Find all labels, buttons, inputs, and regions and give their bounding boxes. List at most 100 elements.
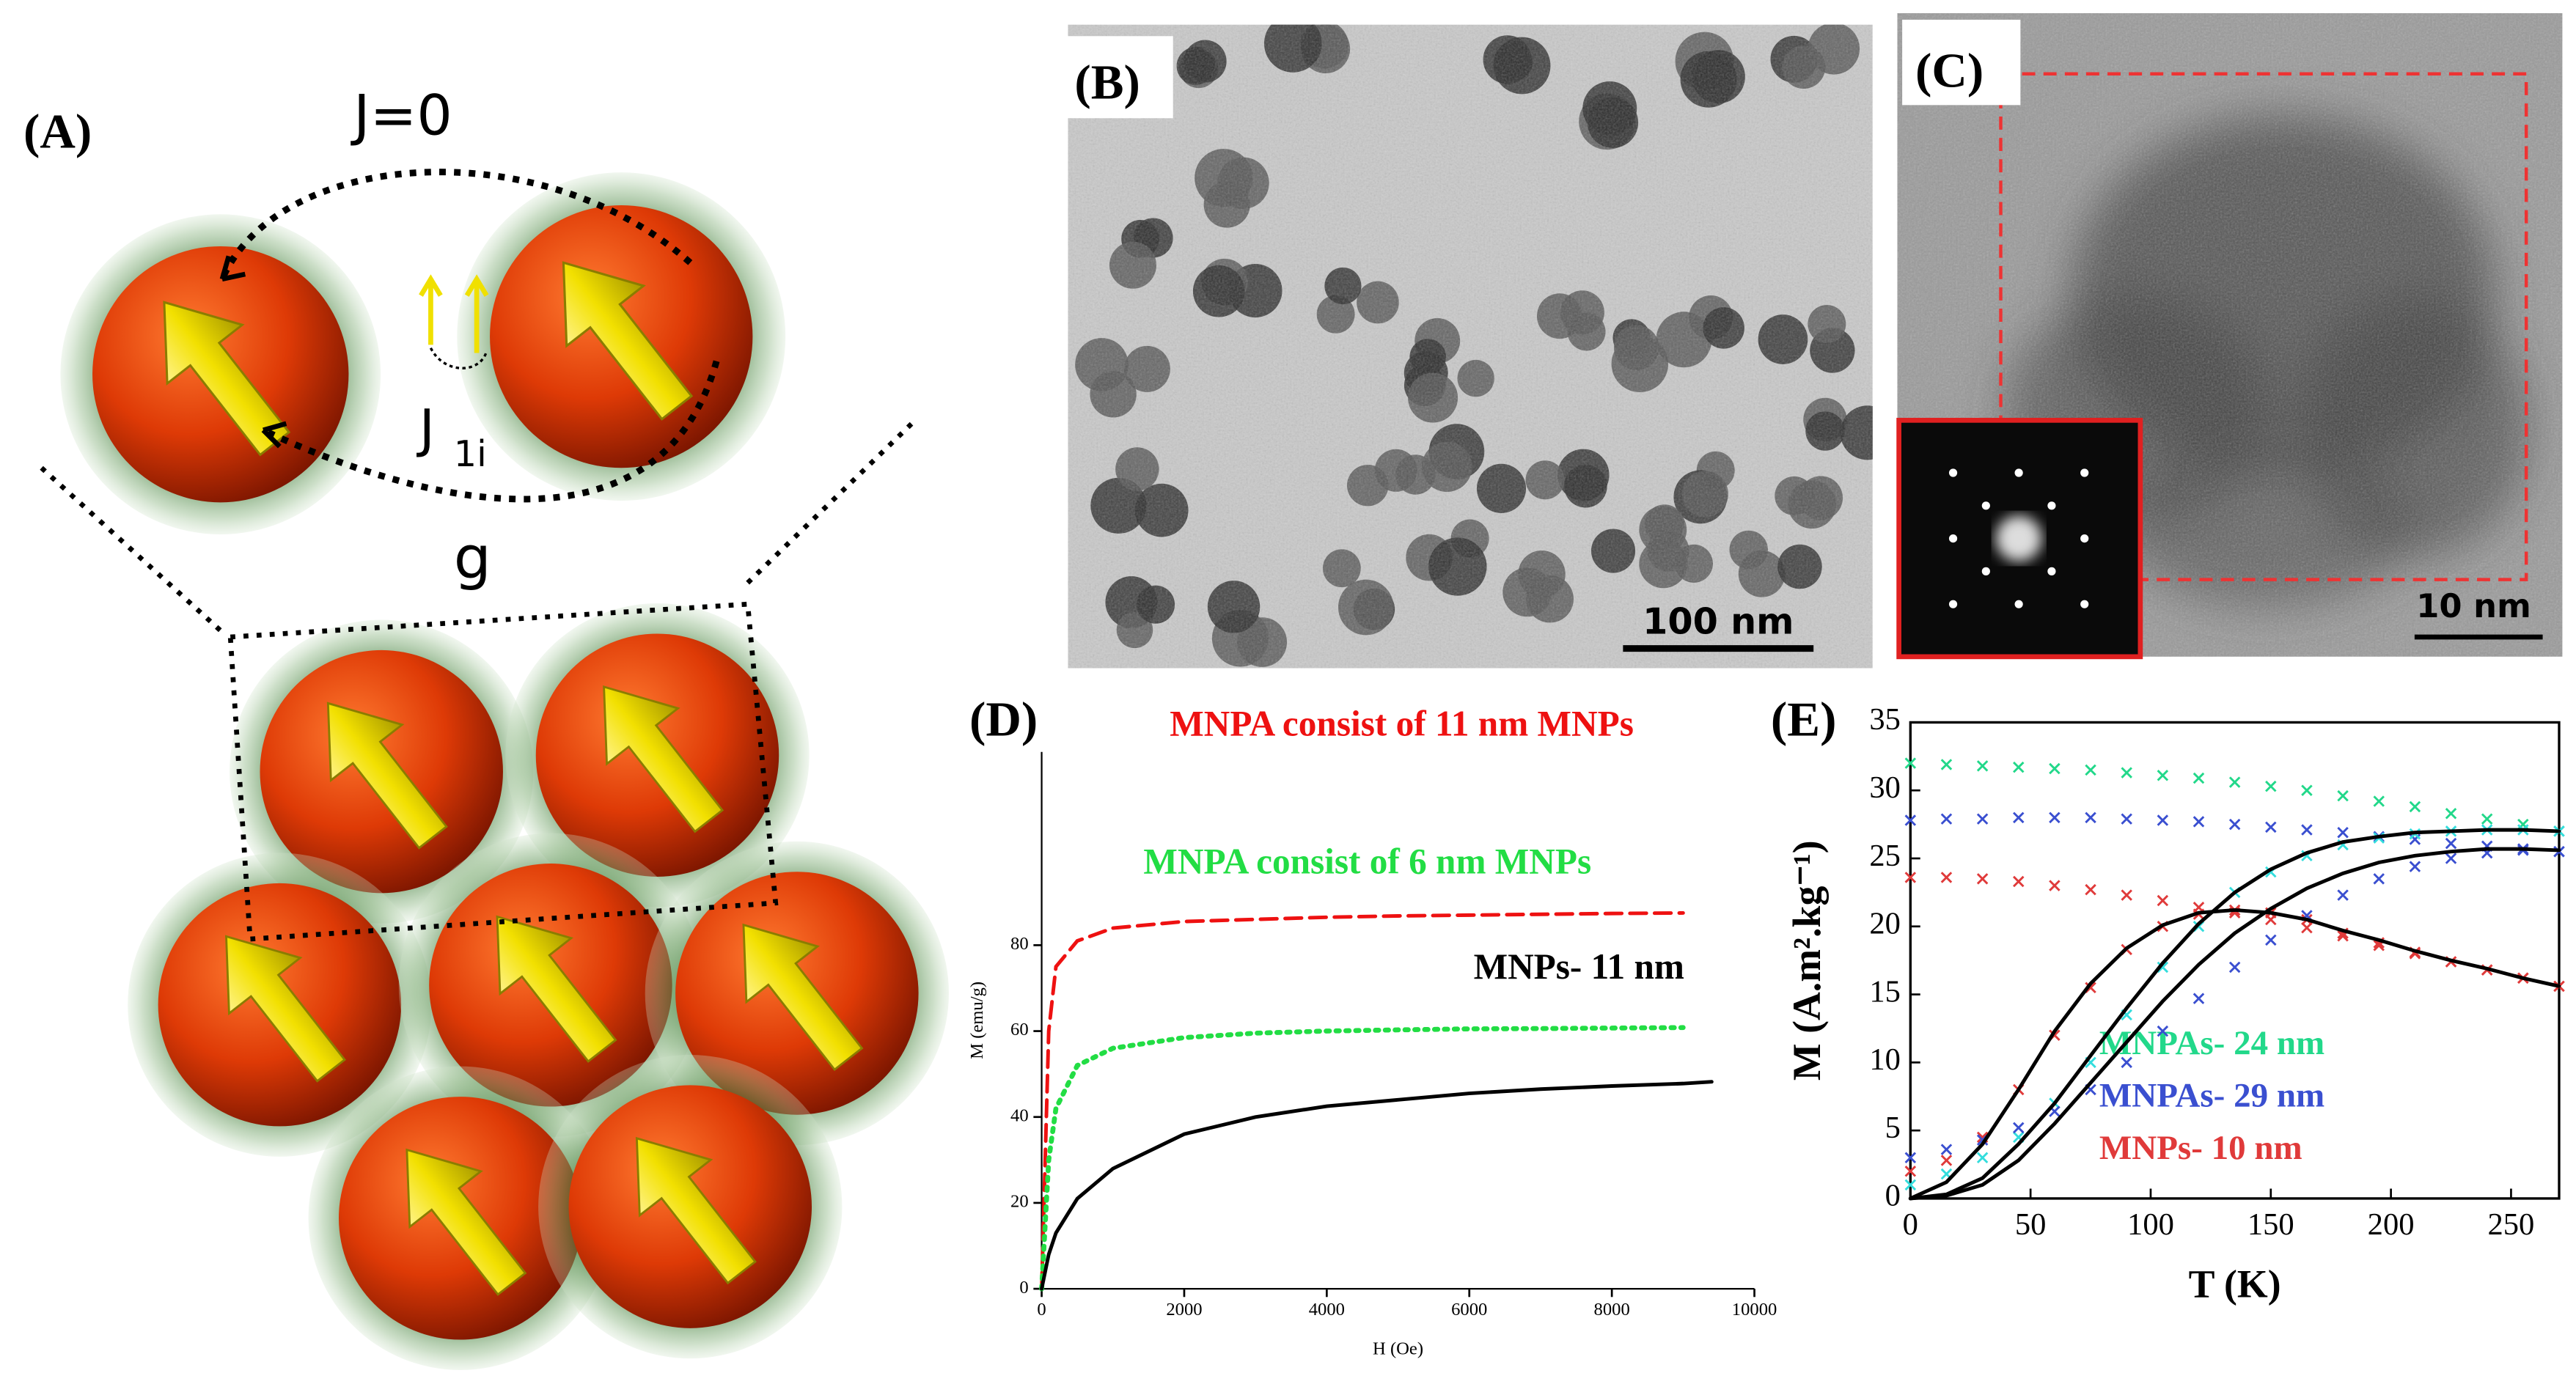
fft-spot	[2080, 534, 2089, 543]
fft-spot	[2080, 600, 2089, 608]
legend-entry: MNPAs- 24 nm	[2099, 1024, 2324, 1062]
data-point	[2121, 767, 2132, 778]
legend-entry: MNPAs- 29 nm	[2099, 1077, 2324, 1115]
y-axis-label: M (emu/g)	[967, 982, 987, 1059]
y-tick-label: 15	[1869, 974, 1901, 1009]
scale-label: 100 nm	[1643, 600, 1794, 642]
data-point	[2301, 784, 2313, 796]
data-point	[2228, 818, 2241, 831]
data-point	[2013, 811, 2025, 824]
data-point	[2192, 993, 2205, 1004]
data-point	[1940, 813, 1953, 825]
data-point	[2228, 776, 2241, 788]
data-point	[2157, 814, 2169, 826]
exchange-label: J=0	[351, 83, 452, 148]
label-box	[1068, 36, 1173, 119]
fft-spots	[1948, 468, 2089, 608]
data-point	[2121, 889, 2132, 901]
data-point	[2265, 780, 2277, 792]
panel-a	[40, 169, 950, 1370]
data-point	[2121, 813, 2132, 825]
data-point	[2085, 811, 2096, 824]
x-tick-label: 8000	[1594, 1300, 1630, 1319]
data-point	[2481, 813, 2493, 825]
x-axis-label: T (K)	[2189, 1262, 2281, 1306]
x-tick-label: 0	[1037, 1300, 1046, 1319]
fft-spot	[2014, 600, 2023, 608]
data-point	[2228, 961, 2241, 973]
x-tick-label: 4000	[1309, 1300, 1345, 1319]
data-point	[1976, 873, 1989, 885]
data-point	[2085, 764, 2096, 776]
x-tick-label: 6000	[1451, 1300, 1487, 1319]
legend-entry: MNPA consist of 11 nm MNPs	[1170, 703, 1634, 743]
y-tick-label: 0	[1885, 1179, 1901, 1213]
data-point	[1904, 757, 1917, 769]
y-tick-label: 5	[1885, 1111, 1901, 1145]
data-point	[1976, 1152, 1989, 1164]
data-point	[2373, 873, 2385, 885]
data-point	[2337, 789, 2349, 802]
legend-entry: MNPs- 10 nm	[2099, 1129, 2302, 1167]
data-point	[2265, 821, 2277, 833]
series-line	[1039, 1025, 1686, 1292]
distance-label: g	[454, 523, 491, 592]
x-axis-label: H (Oe)	[1373, 1339, 1423, 1359]
micrograph-b	[1068, 24, 1873, 669]
x-tick-label: 200	[2368, 1207, 2415, 1242]
data-point	[1904, 872, 1917, 883]
arrowhead	[219, 255, 246, 282]
data-point	[1904, 1179, 1917, 1191]
y-tick-label: 35	[1869, 702, 1901, 737]
data-point	[2409, 800, 2421, 813]
divider	[40, 465, 224, 634]
texture	[1068, 24, 1873, 669]
fft-spot	[2047, 567, 2056, 575]
data-point	[2337, 826, 2349, 839]
data-point	[2013, 761, 2025, 773]
data-point	[2409, 861, 2421, 872]
data-point	[1904, 1152, 1917, 1164]
data-point	[2121, 1056, 2132, 1069]
y-tick-label: 80	[1010, 934, 1029, 954]
selection-box	[1999, 72, 2528, 581]
fft-inset	[1896, 417, 2143, 660]
scale-label: 10 nm	[2416, 586, 2531, 625]
fft-spot	[1948, 600, 1958, 608]
data-point	[2157, 770, 2169, 781]
fft-center	[1995, 515, 2042, 562]
fft-spot	[1981, 567, 1990, 575]
data-point	[2157, 894, 2169, 907]
coupling	[429, 347, 488, 369]
data-point	[2157, 1025, 2169, 1037]
data-point	[1904, 814, 1917, 826]
selection	[227, 601, 779, 942]
data-point	[2085, 883, 2096, 896]
legend-entry: MNPs- 11 nm	[1474, 946, 1684, 987]
y-tick-label: 40	[1010, 1105, 1029, 1125]
fft-spot	[2047, 501, 2056, 510]
fft-spot	[1981, 501, 1990, 510]
panel-label: (E)	[1771, 691, 1837, 746]
data-point	[2049, 811, 2061, 824]
data-point	[2445, 808, 2457, 820]
x-tick-label: 250	[2488, 1207, 2535, 1242]
x-tick-label: 10000	[1732, 1300, 1777, 1319]
data-point	[2157, 961, 2169, 973]
y-axis-label: M (A.m².kg⁻¹)	[1785, 840, 1829, 1081]
series-line	[1040, 1080, 1714, 1291]
data-point	[2085, 982, 2096, 994]
data-point	[2049, 880, 2061, 891]
panel-label: (D)	[969, 691, 1038, 746]
panel-label: (A)	[23, 104, 92, 159]
y-tick-label: 25	[1869, 839, 1901, 873]
data-point	[1940, 1155, 1953, 1166]
y-tick-label: 60	[1010, 1020, 1029, 1039]
data-point	[1940, 759, 1953, 770]
data-point	[2301, 921, 2313, 934]
data-point	[2049, 762, 2061, 775]
x-tick-label: 2000	[1166, 1300, 1202, 1319]
fft-spot	[2014, 468, 2023, 477]
